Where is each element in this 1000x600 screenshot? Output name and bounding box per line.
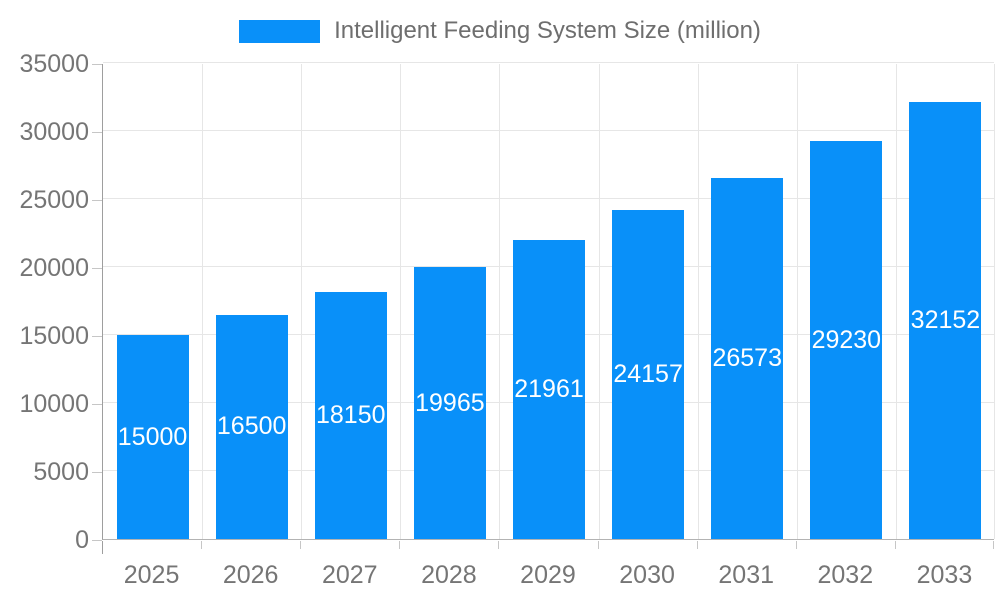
- x-axis-tick-label: 2033: [916, 561, 973, 589]
- x-axis-tick-label: 2029: [520, 561, 576, 589]
- gridline-vertical: [796, 64, 798, 539]
- x-axis-tick-mark: [597, 541, 599, 549]
- bar[interactable]: 18150: [314, 292, 387, 539]
- x-axis-tick-label: 2030: [619, 561, 675, 589]
- gridline-horizontal: [103, 62, 994, 63]
- y-axis-tick-label: 10000: [19, 390, 89, 418]
- x-axis-tick-mark: [993, 541, 994, 549]
- bar-value-label: 29230: [811, 325, 882, 354]
- gridline-vertical: [499, 64, 501, 539]
- gridline-vertical: [895, 64, 897, 539]
- gridline-vertical: [697, 64, 699, 539]
- y-axis-tick-label: 35000: [19, 50, 89, 78]
- x-axis-tick-mark: [498, 541, 500, 549]
- gridline-vertical: [301, 64, 303, 539]
- bar-value-label: 15000: [117, 422, 188, 451]
- x-axis-tick-label: 2032: [817, 561, 874, 589]
- y-axis-tick-label: 15000: [19, 322, 89, 350]
- bar-value-label: 16500: [216, 412, 287, 441]
- plot-area: 15000 16500 18150 19965 21961 24157 26573 29230…: [102, 62, 995, 540]
- gridline-vertical: [994, 64, 995, 539]
- y-axis-tick-label: 25000: [19, 186, 89, 214]
- x-axis-tick-label: 2028: [421, 561, 477, 589]
- legend-swatch: [239, 19, 321, 43]
- bar[interactable]: 16500: [215, 314, 288, 539]
- y-axis-tick-mark: [92, 336, 102, 337]
- bar[interactable]: 21961: [513, 240, 585, 539]
- x-axis-tick-label: 2026: [222, 561, 279, 589]
- y-axis-tick-mark: [92, 64, 102, 65]
- gridline-vertical: [400, 64, 402, 539]
- bar[interactable]: 29230: [810, 141, 883, 539]
- legend: Intelligent Feeding System Size (million…: [0, 17, 1000, 45]
- bar-value-label: 21961: [514, 375, 584, 404]
- gridline-vertical: [598, 64, 600, 539]
- x-axis-tick-mark: [201, 541, 203, 549]
- y-axis-tick-mark: [92, 132, 102, 133]
- x-axis-tick-mark: [399, 541, 401, 549]
- x-axis-tick-mark: [894, 541, 896, 549]
- y-axis-tick-label: 20000: [19, 254, 89, 282]
- bar[interactable]: 15000: [116, 335, 189, 539]
- bar[interactable]: 26573: [711, 177, 784, 539]
- gridline-horizontal: [103, 130, 994, 131]
- y-axis-tick-mark: [92, 404, 102, 405]
- y-axis-tick-label: 5000: [33, 458, 89, 486]
- x-axis-tick-label: 2031: [718, 561, 775, 589]
- y-axis-tick-mark: [92, 540, 102, 541]
- y-axis-tick-label: 30000: [19, 118, 89, 146]
- x-axis-tick-mark: [102, 541, 103, 554]
- x-axis-tick-mark: [795, 541, 797, 549]
- x-axis-tick-mark: [696, 541, 698, 549]
- bar-value-label: 32152: [910, 305, 981, 334]
- y-axis-tick-mark: [92, 472, 102, 473]
- bar-value-label: 18150: [316, 401, 386, 430]
- bar-value-label: 24157: [613, 360, 683, 389]
- y-axis-tick-mark: [92, 268, 102, 269]
- x-axis-tick-label: 2025: [123, 561, 180, 589]
- bar[interactable]: 24157: [612, 210, 685, 539]
- bar-value-label: 19965: [415, 388, 485, 417]
- gridline-horizontal: [103, 198, 994, 199]
- y-axis-tick-mark: [92, 200, 102, 201]
- bar-value-label: 26573: [712, 343, 782, 372]
- x-axis-tick-mark: [300, 541, 302, 549]
- bar[interactable]: 19965: [413, 267, 486, 539]
- bar[interactable]: 32152: [909, 101, 982, 539]
- y-axis-tick-label: 0: [75, 526, 89, 554]
- x-axis-tick-label: 2027: [321, 561, 378, 589]
- gridline-vertical: [202, 64, 204, 539]
- legend-label: Intelligent Feeding System Size (million…: [334, 17, 761, 44]
